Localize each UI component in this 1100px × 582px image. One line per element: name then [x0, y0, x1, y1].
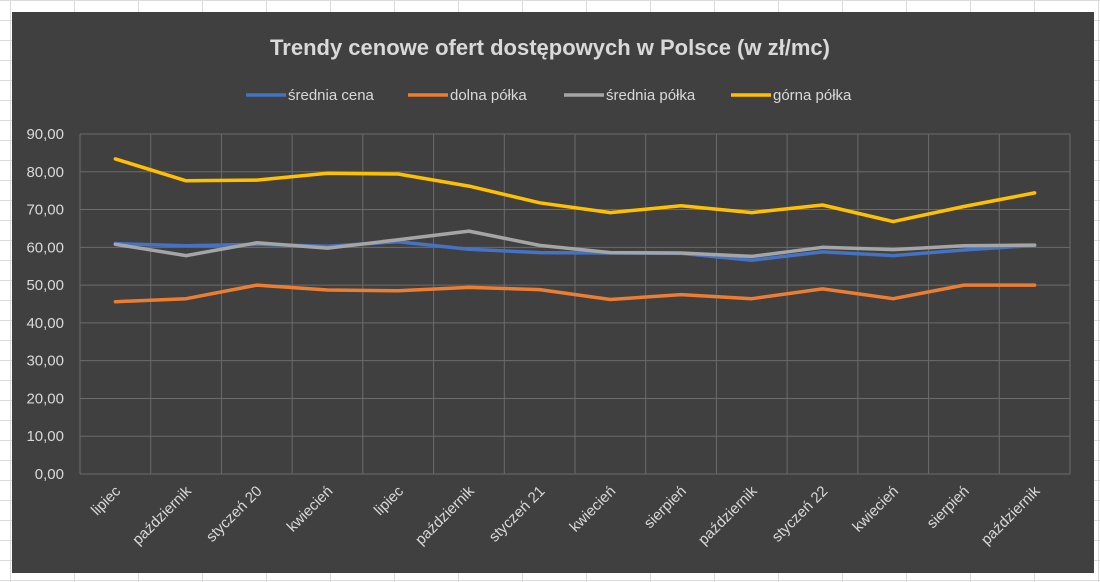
data-point-gorna-polka	[962, 205, 966, 209]
data-point-srednia-polka	[113, 242, 117, 246]
x-axis: lipiec październik styczeń 20 kwiecień lipie…	[88, 482, 1044, 548]
x-tick-label: październik	[412, 482, 478, 548]
x-tick-label: styczeń 21	[486, 483, 549, 546]
series-line-gorna-polka[interactable]	[113, 157, 1037, 224]
legend-label-srednia-cena: średnia cena	[288, 87, 375, 104]
x-tick-label: styczeń 22	[769, 483, 832, 546]
data-point-dolna-polka	[821, 287, 824, 291]
y-tick-label: 30,00	[26, 353, 64, 370]
data-point-srednia-polka	[184, 254, 188, 258]
y-tick-label: 40,00	[26, 315, 64, 332]
legend-label-gorna-polka: górna półka	[773, 87, 852, 104]
data-point-dolna-polka	[396, 289, 400, 293]
series-lines	[113, 157, 1037, 304]
x-tick-label: lipiec	[88, 482, 125, 519]
y-tick-label: 90,00	[26, 126, 64, 143]
data-point-srednia-polka	[255, 241, 259, 245]
data-point-srednia-cena	[538, 251, 542, 255]
legend: średnia cena dolna półka średnia półka górn…	[246, 87, 852, 104]
legend-label-dolna-polka: dolna półka	[450, 87, 527, 104]
y-axis: 0,00 10,00 20,00 30,00 40,00 50,00 60,00 70,00 8…	[26, 126, 64, 483]
data-point-srednia-cena	[962, 248, 966, 252]
series-line-dolna-polka[interactable]	[113, 283, 1037, 304]
x-tick-label: lipiec	[371, 482, 408, 519]
data-point-gorna-polka	[821, 203, 824, 207]
data-point-srednia-polka	[326, 246, 329, 250]
data-point-dolna-polka	[113, 300, 117, 304]
data-point-gorna-polka	[750, 211, 754, 215]
data-point-srednia-polka	[467, 229, 471, 233]
x-tick-label: kwiecień	[284, 483, 337, 536]
x-tick-label: październik	[695, 482, 761, 548]
data-point-srednia-polka	[962, 244, 966, 248]
y-tick-label: 0,00	[35, 466, 64, 483]
data-point-gorna-polka	[538, 201, 542, 205]
y-tick-label: 60,00	[26, 239, 64, 256]
data-point-srednia-cena	[467, 247, 471, 251]
y-tick-label: 80,00	[26, 164, 64, 181]
data-point-gorna-polka	[891, 220, 895, 224]
data-point-dolna-polka	[184, 297, 188, 301]
data-point-dolna-polka	[255, 283, 259, 287]
data-point-dolna-polka	[467, 285, 471, 289]
data-point-srednia-cena	[821, 250, 824, 254]
data-point-gorna-polka	[184, 179, 188, 183]
data-point-gorna-polka	[113, 157, 117, 161]
legend-label-srednia-polka: średnia półka	[606, 87, 696, 104]
data-point-srednia-polka	[821, 245, 824, 249]
x-tick-label: styczeń 20	[203, 483, 266, 546]
y-tick-label: 70,00	[26, 202, 64, 219]
x-tick-label: kwiecień	[849, 483, 902, 536]
chart-title: Trendy cenowe ofert dostępowych w Polsce…	[270, 35, 830, 60]
data-point-srednia-polka	[396, 238, 400, 242]
data-point-dolna-polka	[1033, 283, 1037, 287]
data-point-srednia-polka	[608, 251, 612, 255]
data-point-gorna-polka	[1033, 191, 1037, 195]
data-point-dolna-polka	[326, 288, 329, 292]
data-point-dolna-polka	[891, 297, 895, 301]
x-tick-label: sierpień	[641, 483, 690, 532]
x-tick-label: sierpień	[924, 483, 973, 532]
data-point-srednia-cena	[184, 244, 188, 248]
data-point-srednia-cena	[891, 254, 895, 258]
y-tick-label: 50,00	[26, 277, 64, 294]
data-point-srednia-polka	[891, 248, 895, 252]
data-point-gorna-polka	[608, 211, 612, 215]
data-point-srednia-polka	[750, 254, 754, 258]
data-point-dolna-polka	[679, 293, 683, 297]
y-tick-label: 20,00	[26, 390, 64, 407]
data-point-gorna-polka	[396, 172, 400, 176]
data-point-dolna-polka	[750, 297, 754, 301]
gridlines	[79, 133, 1071, 475]
series-line-srednia-polka[interactable]	[113, 229, 1037, 259]
data-point-dolna-polka	[608, 297, 612, 301]
data-point-gorna-polka	[467, 184, 471, 188]
data-point-srednia-cena	[750, 258, 754, 262]
x-tick-label: kwiecień	[566, 483, 619, 536]
y-tick-label: 10,00	[26, 428, 64, 445]
x-tick-label: październik	[129, 482, 195, 548]
data-point-srednia-polka	[538, 243, 542, 247]
x-tick-label: październik	[978, 482, 1044, 548]
data-point-srednia-polka	[679, 251, 683, 255]
data-point-gorna-polka	[679, 204, 683, 208]
data-point-gorna-polka	[255, 178, 259, 182]
data-point-gorna-polka	[326, 171, 329, 175]
data-point-dolna-polka	[962, 283, 966, 287]
data-point-dolna-polka	[538, 288, 542, 292]
data-point-srednia-polka	[1033, 243, 1037, 247]
